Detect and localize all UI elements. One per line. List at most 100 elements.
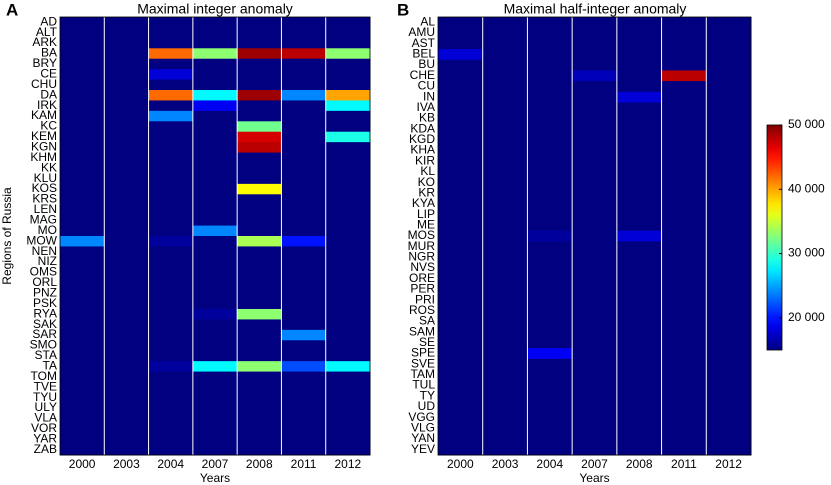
- heat-cell: [706, 187, 752, 200]
- heat-cell: [325, 371, 371, 383]
- heat-cell: [706, 390, 752, 403]
- heat-cell: [661, 81, 707, 93]
- heat-cell: [616, 241, 663, 253]
- heat-cell: [661, 102, 707, 114]
- heat-cell: [281, 110, 327, 122]
- heat-cell: [482, 113, 528, 125]
- heat-cell: [148, 382, 194, 393]
- heat-cell: [572, 166, 618, 178]
- heat-cell: [325, 361, 371, 373]
- heat-cell: [192, 309, 238, 320]
- heat-cell: [572, 348, 618, 360]
- heat-cell: [527, 369, 573, 381]
- heat-cell: [661, 123, 707, 136]
- heat-cell: [438, 316, 484, 328]
- heat-cell: [482, 123, 528, 136]
- heat-cell: [572, 284, 618, 296]
- heat-cell: [438, 348, 484, 360]
- heat-cell: [325, 340, 371, 352]
- heat-cell: [60, 277, 105, 289]
- heat-cell: [281, 277, 327, 289]
- heat-cell: [438, 422, 484, 435]
- heat-cell: [192, 17, 238, 28]
- heat-cell: [281, 413, 327, 425]
- heat-cell: [706, 316, 752, 328]
- heat-cell: [148, 413, 194, 425]
- heat-cell: [325, 121, 371, 133]
- heat-cell: [104, 194, 150, 206]
- y-tick-label: YAN: [411, 431, 435, 445]
- heat-cell: [60, 382, 105, 393]
- heat-cell: [325, 392, 371, 404]
- heat-cell: [527, 252, 573, 264]
- y-tick-label: BU: [418, 57, 435, 71]
- heat-cell: [60, 215, 105, 227]
- heat-cell: [192, 392, 238, 404]
- heat-cell: [661, 252, 707, 264]
- x-tick-label: 2003: [113, 457, 140, 471]
- heat-cell: [616, 262, 663, 274]
- heat-cell: [661, 326, 707, 338]
- heat-cell: [325, 100, 371, 112]
- y-tick-label: NIZ: [38, 254, 57, 268]
- heat-cell: [572, 230, 618, 242]
- heat-cell: [60, 152, 105, 164]
- heat-cell: [192, 100, 238, 112]
- heat-cell: [572, 444, 618, 456]
- y-tick-label: DA: [40, 87, 57, 101]
- heat-cell: [237, 58, 282, 70]
- y-tick-label: ORE: [409, 271, 435, 285]
- heat-cell: [482, 326, 528, 338]
- heat-cell: [237, 350, 282, 362]
- heat-cell: [706, 412, 752, 424]
- heat-cell: [192, 402, 238, 414]
- heat-cell: [572, 27, 618, 39]
- heat-cell: [104, 444, 150, 456]
- y-tick-label: ALT: [36, 25, 58, 39]
- heat-cell: [104, 309, 150, 320]
- heat-cell: [104, 288, 150, 300]
- heat-cell: [60, 27, 105, 39]
- heat-cell: [237, 371, 282, 383]
- heat-cell: [482, 316, 528, 328]
- heat-cell: [482, 348, 528, 360]
- heat-cell: [104, 277, 150, 289]
- heat-cell: [148, 142, 194, 154]
- heat-cell: [706, 70, 752, 82]
- heat-cell: [148, 173, 194, 185]
- heat-cell: [706, 284, 752, 296]
- heat-cell: [527, 198, 573, 210]
- heat-cell: [148, 183, 194, 195]
- y-tick-label: SAM: [409, 324, 435, 338]
- heat-cell: [706, 305, 752, 317]
- plot-frame: [59, 16, 371, 456]
- x-tick-label: 2008: [626, 457, 653, 471]
- heat-cell: [281, 69, 327, 81]
- heat-cell: [527, 348, 573, 360]
- heat-cell: [482, 252, 528, 264]
- heat-cell: [148, 215, 194, 227]
- heat-cell: [104, 79, 150, 91]
- heat-cell: [616, 284, 663, 296]
- heat-cell: [281, 37, 327, 49]
- heat-cell: [438, 358, 484, 371]
- heat-cell: [104, 121, 150, 133]
- heat-cell: [482, 294, 528, 306]
- heat-cell: [438, 91, 484, 103]
- x-tick-label: 2004: [536, 457, 563, 471]
- heat-cell: [148, 152, 194, 164]
- heat-cell: [60, 79, 105, 91]
- heat-cell: [237, 319, 282, 331]
- heat-cell: [527, 241, 573, 253]
- heat-cell: [438, 134, 484, 146]
- heat-cell: [148, 402, 194, 414]
- heat-cell: [237, 183, 282, 195]
- heat-cell: [527, 70, 573, 82]
- heat-cell: [192, 361, 238, 373]
- heat-cell: [60, 173, 105, 185]
- heat-cell: [325, 79, 371, 91]
- heat-cell: [281, 173, 327, 185]
- heat-cell: [325, 256, 371, 268]
- heat-cell: [661, 166, 707, 178]
- heat-cell: [527, 113, 573, 125]
